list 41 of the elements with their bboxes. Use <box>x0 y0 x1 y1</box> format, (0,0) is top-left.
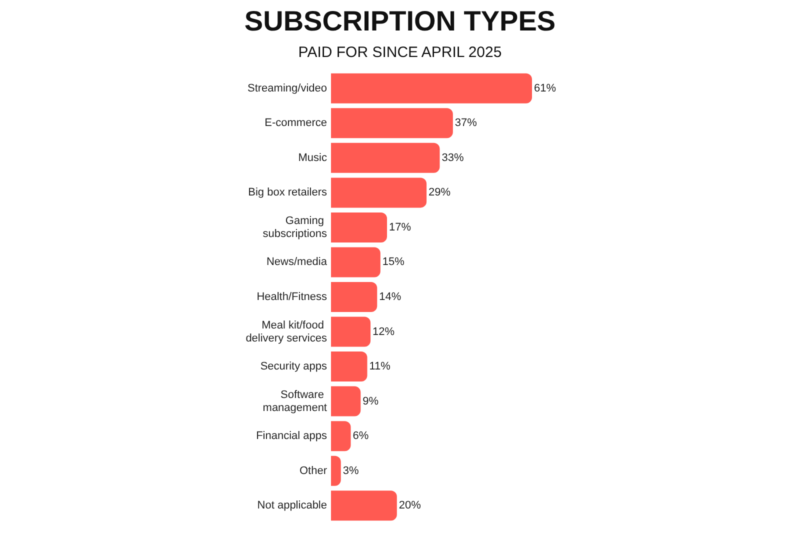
bar <box>331 282 378 312</box>
data-label: 9% <box>362 395 379 408</box>
bar <box>331 212 388 242</box>
bar <box>331 386 361 416</box>
y-tick-label: Software management <box>262 388 327 414</box>
y-tick-label: Streaming/video <box>248 82 327 94</box>
y-tick-label: Security apps <box>260 360 328 373</box>
data-label: 20% <box>398 500 422 512</box>
bar <box>331 108 453 138</box>
y-tick-label: Meal kit/food delivery services <box>246 319 328 344</box>
y-tick-label: Financial apps <box>256 430 328 442</box>
y-tick-label: News/media <box>266 256 328 268</box>
data-label: 3% <box>342 464 360 477</box>
data-label: 37% <box>454 117 478 130</box>
y-tick-label: Not applicable <box>257 500 327 512</box>
bar <box>331 421 351 452</box>
bar <box>331 73 532 104</box>
data-label: 11% <box>369 360 391 373</box>
chart-subtitle: PAID FOR SINCE APRIL 2025 <box>298 44 502 61</box>
data-label: 12% <box>372 326 395 338</box>
bar <box>331 178 427 208</box>
bar <box>331 142 440 173</box>
data-label: 61% <box>534 82 556 94</box>
bar <box>331 352 368 382</box>
bar <box>331 490 397 521</box>
y-tick-label: E-commerce <box>264 117 327 130</box>
chart-title: SUBSCRIPTION TYPES <box>244 6 556 36</box>
y-tick-label: Gaming subscriptions <box>262 214 328 240</box>
data-label: 14% <box>379 291 402 303</box>
y-tick-label: Health/Fitness <box>256 291 328 303</box>
data-label: 17% <box>389 221 412 234</box>
y-tick-label: Big box retailers <box>248 186 328 199</box>
data-label: 33% <box>442 152 464 164</box>
bar <box>331 456 341 486</box>
bar <box>331 247 380 278</box>
bar <box>331 316 371 347</box>
data-label: 6% <box>352 430 369 442</box>
data-label: 15% <box>382 256 405 268</box>
y-tick-label: Music <box>298 152 328 164</box>
data-label: 29% <box>428 186 451 199</box>
y-tick-label: Other <box>299 464 328 477</box>
